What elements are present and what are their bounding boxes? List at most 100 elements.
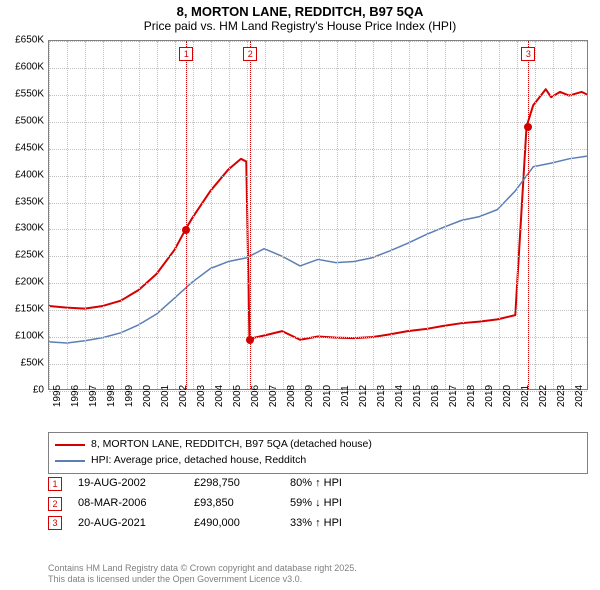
x-tick-label: 2010 — [322, 385, 333, 407]
gridline-v — [499, 41, 500, 389]
gridline-v — [85, 41, 86, 389]
legend-swatch-price — [55, 444, 85, 446]
y-tick-label: £100K — [15, 331, 44, 342]
x-tick-label: 2021 — [520, 385, 531, 407]
gridline-v — [139, 41, 140, 389]
x-tick-label: 2002 — [178, 385, 189, 407]
event-marker-box: 3 — [521, 47, 535, 61]
x-tick-label: 2014 — [394, 385, 405, 407]
x-tick-label: 2007 — [268, 385, 279, 407]
gridline-h — [49, 283, 587, 284]
transaction-date: 08-MAR-2006 — [78, 494, 178, 514]
attribution-line2: This data is licensed under the Open Gov… — [48, 574, 357, 586]
series-hpi — [49, 156, 587, 343]
title-block: 8, MORTON LANE, REDDITCH, B97 5QA Price … — [0, 0, 600, 35]
attribution: Contains HM Land Registry data © Crown c… — [48, 563, 357, 586]
x-tick-label: 2006 — [250, 385, 261, 407]
series-price_paid — [49, 89, 587, 340]
transaction-pct: 80% ↑ HPI — [290, 474, 410, 494]
title-address: 8, MORTON LANE, REDDITCH, B97 5QA — [0, 4, 600, 19]
x-tick-label: 2003 — [196, 385, 207, 407]
x-tick-label: 2001 — [160, 385, 171, 407]
x-tick-label: 2011 — [340, 385, 351, 407]
y-tick-label: £0 — [33, 385, 44, 396]
plot-area: 1 2 3 — [48, 40, 588, 390]
transaction-pct: 59% ↓ HPI — [290, 494, 410, 514]
x-tick-label: 2022 — [538, 385, 549, 407]
event-marker-box: 1 — [179, 47, 193, 61]
gridline-v — [427, 41, 428, 389]
gridline-v — [193, 41, 194, 389]
transaction-price: £298,750 — [194, 474, 274, 494]
x-tick-label: 2000 — [142, 385, 153, 407]
y-tick-label: £350K — [15, 196, 44, 207]
gridline-v — [175, 41, 176, 389]
gridline-v — [409, 41, 410, 389]
gridline-h — [49, 364, 587, 365]
x-tick-label: 2009 — [304, 385, 315, 407]
y-tick-label: £200K — [15, 277, 44, 288]
gridline-v — [535, 41, 536, 389]
gridline-v — [121, 41, 122, 389]
y-tick-label: £550K — [15, 88, 44, 99]
x-tick-label: 2018 — [466, 385, 477, 407]
transaction-price: £93,850 — [194, 494, 274, 514]
title-subtitle: Price paid vs. HM Land Registry's House … — [0, 19, 600, 33]
x-tick-label: 2015 — [412, 385, 423, 407]
y-tick-label: £50K — [21, 358, 44, 369]
gridline-h — [49, 68, 587, 69]
event-dot — [524, 123, 532, 131]
event-marker-box: 2 — [243, 47, 257, 61]
gridline-v — [445, 41, 446, 389]
x-tick-label: 1999 — [124, 385, 135, 407]
x-tick-label: 2023 — [556, 385, 567, 407]
transaction-date: 20-AUG-2021 — [78, 514, 178, 534]
gridline-h — [49, 337, 587, 338]
x-tick-label: 1997 — [88, 385, 99, 407]
x-tick-label: 2019 — [484, 385, 495, 407]
gridline-v — [157, 41, 158, 389]
transaction-marker: 2 — [48, 497, 62, 511]
y-tick-label: £500K — [15, 115, 44, 126]
x-tick-label: 2020 — [502, 385, 513, 407]
x-tick-label: 2005 — [232, 385, 243, 407]
gridline-v — [283, 41, 284, 389]
gridline-h — [49, 95, 587, 96]
attribution-line1: Contains HM Land Registry data © Crown c… — [48, 563, 357, 575]
x-tick-label: 2004 — [214, 385, 225, 407]
x-tick-label: 2013 — [376, 385, 387, 407]
gridline-v — [571, 41, 572, 389]
transaction-row: 320-AUG-2021£490,00033% ↑ HPI — [48, 514, 588, 534]
legend-item-price: 8, MORTON LANE, REDDITCH, B97 5QA (detac… — [55, 437, 581, 453]
legend-label-price: 8, MORTON LANE, REDDITCH, B97 5QA (detac… — [91, 437, 372, 453]
legend-label-hpi: HPI: Average price, detached house, Redd… — [91, 453, 306, 469]
transaction-date: 19-AUG-2002 — [78, 474, 178, 494]
gridline-v — [391, 41, 392, 389]
y-tick-label: £450K — [15, 142, 44, 153]
x-tick-label: 2016 — [430, 385, 441, 407]
gridline-h — [49, 176, 587, 177]
event-dot — [246, 336, 254, 344]
gridline-v — [373, 41, 374, 389]
gridline-v — [517, 41, 518, 389]
transaction-row: 119-AUG-2002£298,75080% ↑ HPI — [48, 474, 588, 494]
gridline-v — [481, 41, 482, 389]
y-tick-label: £400K — [15, 169, 44, 180]
y-tick-label: £650K — [15, 35, 44, 46]
gridline-v — [265, 41, 266, 389]
event-line — [186, 41, 187, 389]
gridline-v — [229, 41, 230, 389]
event-line — [528, 41, 529, 389]
gridline-h — [49, 122, 587, 123]
event-dot — [182, 226, 190, 234]
gridline-v — [337, 41, 338, 389]
transaction-marker: 3 — [48, 516, 62, 530]
x-tick-label: 2008 — [286, 385, 297, 407]
gridline-v — [103, 41, 104, 389]
chart-container: 8, MORTON LANE, REDDITCH, B97 5QA Price … — [0, 0, 600, 590]
gridline-v — [355, 41, 356, 389]
gridline-h — [49, 256, 587, 257]
gridline-h — [49, 149, 587, 150]
gridline-v — [301, 41, 302, 389]
legend-item-hpi: HPI: Average price, detached house, Redd… — [55, 453, 581, 469]
